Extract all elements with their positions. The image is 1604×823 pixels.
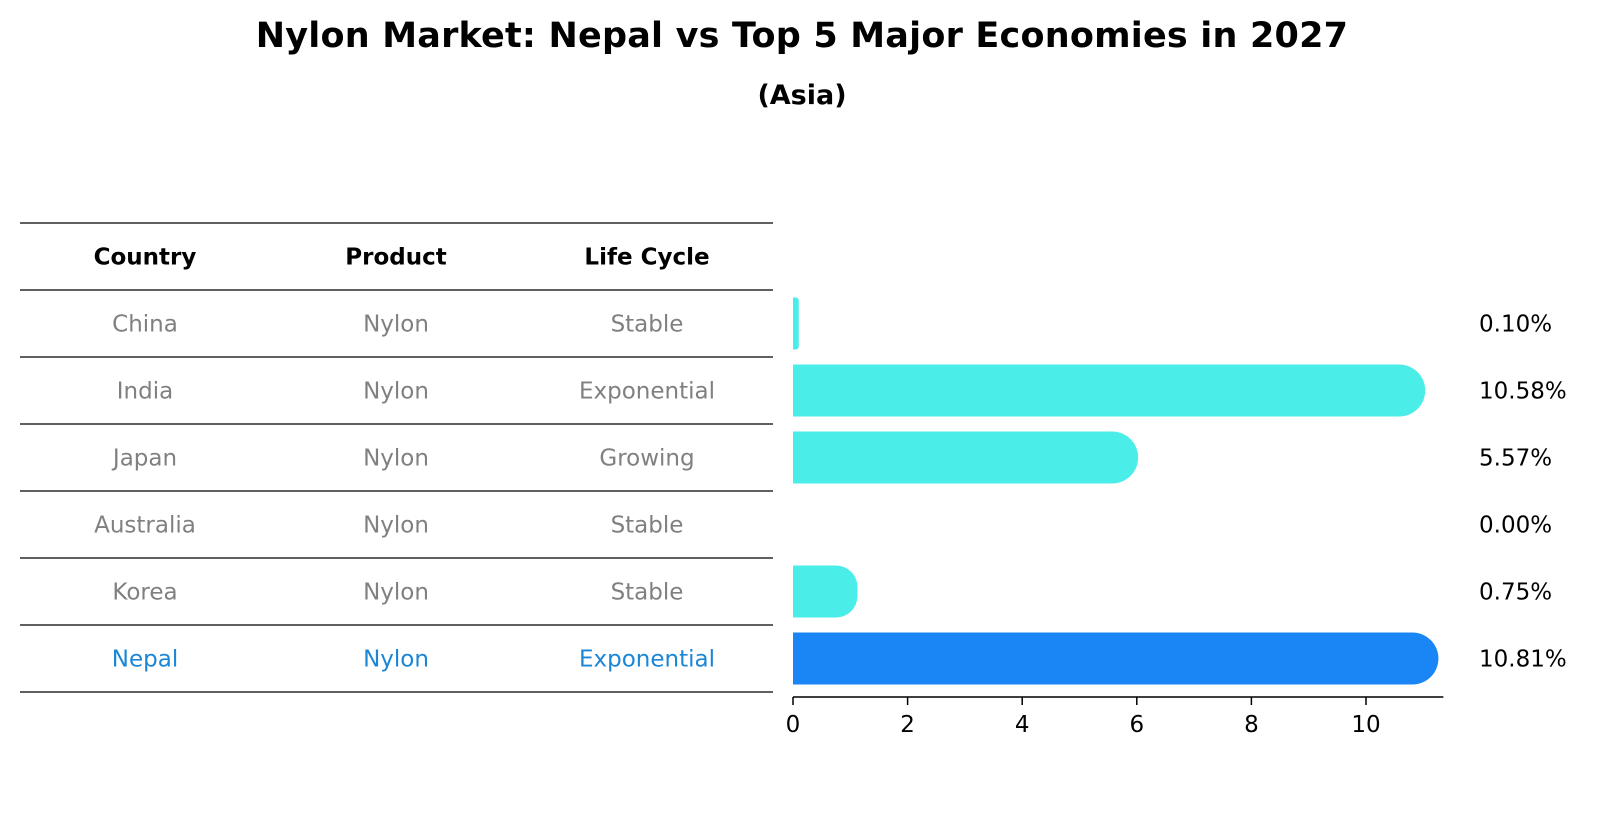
table-cell: Stable [611, 513, 684, 539]
x-tick-label: 4 [1015, 712, 1030, 738]
table-cell: Nepal [112, 647, 178, 673]
table-cell: Korea [112, 580, 177, 606]
bar-nepal [793, 632, 1439, 685]
bar-cap-korea [793, 565, 815, 618]
table-header-cell: Life Cycle [584, 245, 709, 271]
table-cell: Nylon [363, 312, 429, 338]
bar-japan [793, 431, 1139, 484]
table-cell: China [112, 312, 178, 338]
bar-cap-india [793, 364, 819, 417]
data-label: 0.00% [1479, 513, 1552, 539]
data-label: 5.57% [1479, 446, 1552, 472]
x-tick-label: 6 [1129, 712, 1144, 738]
table-cell: Nylon [363, 379, 429, 405]
table-cell: Exponential [579, 379, 715, 405]
table-cell: Nylon [363, 446, 429, 472]
chart-subtitle: (Asia) [757, 80, 847, 111]
bar-cap-china [793, 297, 796, 350]
x-tick-label: 8 [1244, 712, 1259, 738]
table-cell: India [117, 379, 173, 405]
table-cell: Nylon [363, 647, 429, 673]
table-header-cell: Product [345, 245, 446, 271]
bar-india [793, 364, 1426, 417]
table-cell: Australia [94, 513, 196, 539]
x-tick-label: 10 [1351, 712, 1380, 738]
data-label: 0.10% [1479, 312, 1552, 338]
table-cell: Exponential [579, 647, 715, 673]
table-cell: Japan [111, 446, 177, 472]
bar-cap-japan [793, 431, 819, 484]
table-header-cell: Country [94, 245, 197, 271]
x-tick-label: 0 [786, 712, 801, 738]
table-cell: Growing [599, 446, 694, 472]
x-tick-label: 2 [900, 712, 915, 738]
data-label: 0.75% [1479, 580, 1552, 606]
bar-cap-nepal [793, 632, 819, 685]
chart-title: Nylon Market: Nepal vs Top 5 Major Econo… [255, 16, 1349, 56]
table-cell: Stable [611, 580, 684, 606]
data-label: 10.58% [1479, 379, 1567, 405]
table-cell: Nylon [363, 580, 429, 606]
table-cell: Stable [611, 312, 684, 338]
table-cell: Nylon [363, 513, 429, 539]
data-label: 10.81% [1479, 647, 1567, 673]
